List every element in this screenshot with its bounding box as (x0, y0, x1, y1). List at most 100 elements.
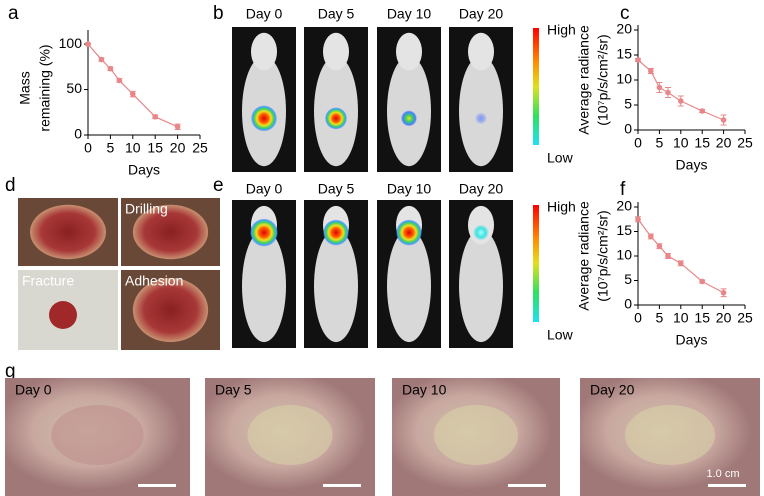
data-line (87, 43, 178, 128)
y-tick-label: 5 (624, 96, 632, 112)
scale-bar (138, 484, 176, 487)
surgical-site (30, 204, 106, 260)
y-tick-label: 20 (616, 21, 632, 37)
scale-bar (508, 484, 546, 487)
surgical-site (132, 204, 209, 260)
image-caption: Day 20 (590, 382, 635, 398)
panel-label: g (5, 361, 16, 382)
x-axis-label: Days (676, 157, 708, 173)
x-tick-label: 5 (107, 140, 115, 156)
data-point (98, 56, 105, 63)
colorbar (533, 28, 539, 145)
y-axis-label: Average radiance (576, 201, 592, 311)
y-tick-label: 20 (616, 198, 632, 214)
data-point (635, 216, 641, 223)
colorbar-label: Low (547, 327, 574, 343)
mouse-body (314, 229, 358, 343)
scale-bar (323, 484, 361, 487)
y-axis-label: remaining (%) (37, 44, 53, 131)
image-caption: Drilling (125, 201, 168, 217)
panel-label: c (620, 3, 630, 24)
data-point (699, 278, 705, 285)
y-tick-label: 0 (624, 296, 632, 312)
data-point (85, 41, 91, 47)
x-tick-label: 10 (673, 310, 689, 326)
image-caption: Day 20 (459, 6, 504, 22)
panel-label: e (213, 175, 224, 196)
data-point (656, 243, 663, 249)
signal (323, 219, 349, 246)
data-point (635, 57, 641, 63)
y-axis-label: Mass (17, 71, 33, 104)
image-caption: Fracture (22, 273, 74, 289)
x-tick-label: 0 (634, 310, 642, 326)
image-caption: Day 5 (318, 181, 355, 197)
y-axis-label: Average radiance (576, 25, 592, 135)
x-tick-label: 5 (656, 135, 664, 151)
tissue-implant (247, 405, 333, 465)
mouse-head (323, 32, 349, 71)
tissue-implant (625, 405, 715, 465)
image-caption: Day 10 (387, 6, 432, 22)
surgical-site (132, 278, 209, 342)
data-point (720, 117, 727, 123)
x-axis-label: Days (676, 332, 708, 348)
y-tick-label: 50 (66, 80, 82, 96)
signal (475, 112, 487, 125)
y-tick-label: 5 (624, 271, 632, 287)
data-point (174, 124, 181, 130)
colorbar-label: High (547, 199, 576, 215)
data-line (637, 218, 724, 294)
implant (49, 301, 77, 329)
x-tick-label: 5 (656, 310, 664, 326)
x-tick-label: 10 (125, 140, 141, 156)
mouse-body (459, 229, 503, 343)
data-point (665, 89, 671, 96)
y-tick-label: 0 (624, 121, 632, 137)
y-tick-label: 0 (74, 126, 82, 142)
data-point (720, 289, 727, 296)
signal (250, 218, 278, 247)
panel-label: b (213, 3, 224, 24)
image-caption: Day 10 (387, 181, 432, 197)
x-tick-label: 20 (716, 135, 732, 151)
data-point (648, 68, 654, 74)
x-tick-label: 20 (716, 310, 732, 326)
x-tick-label: 15 (694, 310, 710, 326)
image-caption: Adhesion (125, 273, 183, 289)
panel-label: f (620, 179, 626, 200)
data-point (116, 77, 123, 84)
x-tick-label: 0 (84, 140, 92, 156)
data-point (107, 65, 114, 72)
image-caption: Day 10 (402, 382, 447, 398)
colorbar-label: High (547, 22, 576, 38)
data-point (130, 91, 136, 97)
data-point (699, 108, 705, 114)
y-tick-label: 15 (616, 46, 632, 62)
mouse-body (387, 229, 431, 343)
x-tick-label: 20 (170, 140, 186, 156)
panel-label: a (8, 3, 19, 24)
x-tick-label: 25 (192, 140, 208, 156)
y-tick-label: 10 (616, 71, 632, 87)
scale-bar-label: 1.0 cm (706, 468, 739, 480)
y-axis-label: (10⁷p/s/cm²/sr) (595, 34, 611, 125)
data-point (656, 84, 663, 91)
y-tick-label: 100 (59, 35, 83, 51)
tissue-implant (51, 405, 144, 465)
data-point (678, 260, 684, 267)
signal (396, 219, 422, 246)
data-point (648, 233, 654, 240)
signal (473, 224, 489, 241)
image-caption: Day 20 (459, 181, 504, 197)
image-caption: Day 0 (15, 382, 52, 398)
y-tick-label: 15 (616, 222, 632, 238)
x-tick-label: 25 (737, 135, 753, 151)
mouse-head (251, 32, 277, 71)
image-caption: Day 5 (318, 6, 355, 22)
mouse-head (468, 32, 494, 71)
mouse-body (242, 229, 286, 343)
x-tick-label: 0 (634, 135, 642, 151)
signal (401, 110, 417, 127)
data-point (665, 253, 671, 259)
